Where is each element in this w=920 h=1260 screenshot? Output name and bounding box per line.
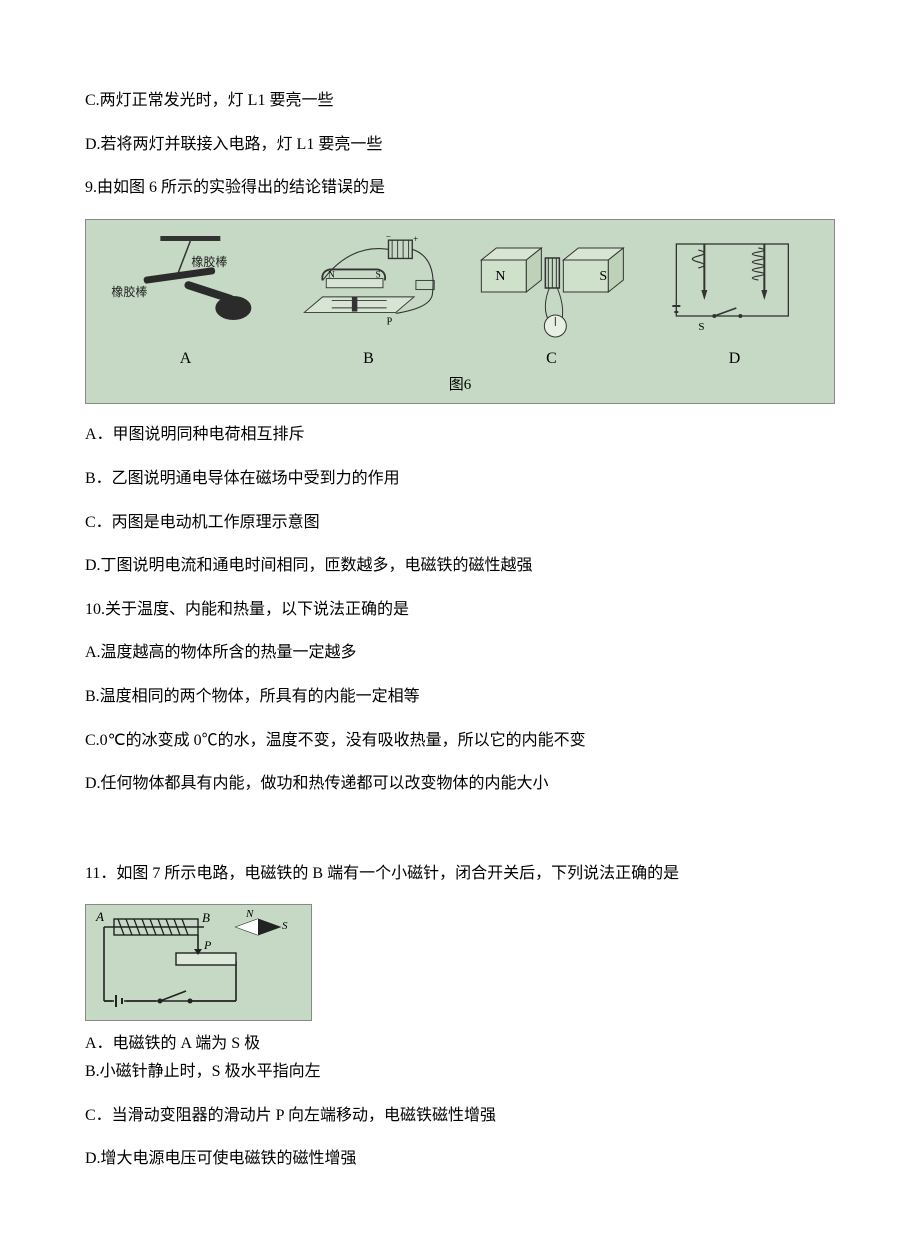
- panel-c-S: S: [600, 269, 608, 284]
- figure-6-panel-a: 橡胶棒 橡胶棒 A: [94, 230, 277, 372]
- panel-d-svg: S: [652, 230, 817, 340]
- panel-a-right-label: 橡胶棒: [192, 254, 228, 269]
- figure-7: A B P N S: [85, 904, 312, 1021]
- svg-text:P: P: [387, 316, 393, 327]
- figure-6-caption: 图6: [94, 373, 826, 397]
- q10-opt-a: A.温度越高的物体所含的热量一定越多: [85, 640, 835, 666]
- figure-6-panel-d: S D: [643, 230, 826, 372]
- q9-opt-a: A．甲图说明同种电荷相互排斥: [85, 422, 835, 448]
- panel-a-svg: 橡胶棒 橡胶棒: [103, 230, 268, 340]
- panel-a-left-label: 橡胶棒: [112, 284, 148, 299]
- q11-opt-c: C．当滑动变阻器的滑动片 P 向左端移动，电磁铁磁性增强: [85, 1103, 835, 1129]
- q10-opt-d: D.任何物体都具有内能，做功和热传递都可以改变物体的内能大小: [85, 771, 835, 797]
- panel-d-label: D: [729, 346, 741, 372]
- panel-b-S: S: [376, 269, 381, 279]
- q-partial-opt-c: C.两灯正常发光时，灯 L1 要亮一些: [85, 88, 835, 114]
- figure-6-panel-b: − + N S P B: [277, 230, 460, 372]
- fig7-label-B: B: [202, 910, 210, 925]
- fig7-label-A: A: [95, 909, 104, 924]
- q9-opt-b: B．乙图说明通电导体在磁场中受到力的作用: [85, 466, 835, 492]
- q11-opt-b: B.小磁针静止时，S 极水平指向左: [85, 1059, 835, 1085]
- panel-c-label: C: [546, 346, 557, 372]
- panel-c-svg: N S: [469, 230, 634, 340]
- q9-stem: 9.由如图 6 所示的实验得出的结论错误的是: [85, 175, 835, 201]
- figure-6: 橡胶棒 橡胶棒 A − +: [85, 219, 835, 405]
- panel-b-N: N: [328, 269, 335, 279]
- q9-opt-c: C．丙图是电动机工作原理示意图: [85, 510, 835, 536]
- svg-text:S: S: [699, 321, 705, 333]
- fig7-label-N: N: [245, 908, 254, 920]
- svg-text:+: +: [413, 234, 418, 244]
- q11-opt-a: A．电磁铁的 A 端为 S 极: [85, 1031, 835, 1057]
- q10-stem: 10.关于温度、内能和热量，以下说法正确的是: [85, 597, 835, 623]
- panel-c-N: N: [496, 269, 506, 284]
- fig7-label-P: P: [203, 938, 212, 952]
- q10-opt-b: B.温度相同的两个物体，所具有的内能一定相等: [85, 684, 835, 710]
- panel-b-label: B: [363, 346, 374, 372]
- q-partial-opt-d: D.若将两灯并联接入电路，灯 L1 要亮一些: [85, 132, 835, 158]
- q9-opt-d: D.丁图说明电流和通电时间相同，匝数越多，电磁铁的磁性越强: [85, 553, 835, 579]
- figure-6-row: 橡胶棒 橡胶棒 A − +: [94, 230, 826, 372]
- fig7-label-S: S: [282, 920, 288, 932]
- q11-stem: 11．如图 7 所示电路，电磁铁的 B 端有一个小磁针，闭合开关后，下列说法正确…: [85, 861, 835, 887]
- panel-a-label: A: [180, 346, 192, 372]
- svg-text:−: −: [386, 231, 391, 241]
- figure-6-panel-c: N S C: [460, 230, 643, 372]
- q11-opt-d: D.增大电源电压可使电磁铁的磁性增强: [85, 1146, 835, 1172]
- panel-b-svg: − + N S P: [286, 230, 451, 340]
- q10-opt-c: C.0℃的冰变成 0℃的水，温度不变，没有吸收热量，所以它的内能不变: [85, 728, 835, 754]
